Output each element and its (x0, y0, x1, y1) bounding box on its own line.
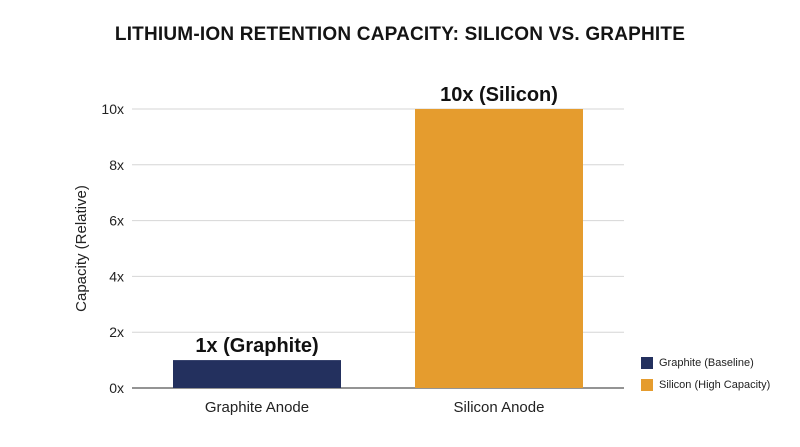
legend-label-silicon: Silicon (High Capacity) (659, 378, 771, 391)
legend-swatch-graphite (641, 356, 653, 369)
y-tick-label: 10x (101, 101, 124, 117)
bar-graphite-anode (173, 360, 341, 388)
x-tick-label: Graphite Anode (205, 399, 309, 416)
chart-title: LITHIUM-ION RETENTION CAPACITY: SILICON … (114, 24, 686, 45)
bar-silicon-anode (415, 109, 583, 388)
y-tick-label: 2x (109, 324, 124, 340)
y-tick-label: 4x (109, 268, 124, 284)
y-tick-label: 8x (109, 157, 124, 173)
legend-item-silicon: Silicon (High Capacity) (641, 377, 770, 392)
x-tick-label: Silicon Anode (454, 399, 545, 416)
legend-label-graphite: Graphite (Baseline) (659, 356, 754, 369)
y-tick-label: 6x (109, 213, 124, 229)
data-label: 10x (Silicon) (440, 84, 558, 106)
legend-swatch-silicon (641, 378, 653, 391)
labels: 0x 2x 4x 6x 8x 10x Capacity (Relative) 1x (Grap… (73, 84, 558, 416)
data-label: 1x (Graphite) (195, 335, 318, 357)
bars (173, 109, 583, 388)
legend-item-graphite: Graphite (Baseline) (641, 355, 770, 370)
y-tick-label: 0x (109, 380, 124, 396)
y-axis-label: Capacity (Relative) (73, 185, 90, 312)
legend: Graphite (Baseline) Silicon (High Capaci… (641, 355, 770, 399)
